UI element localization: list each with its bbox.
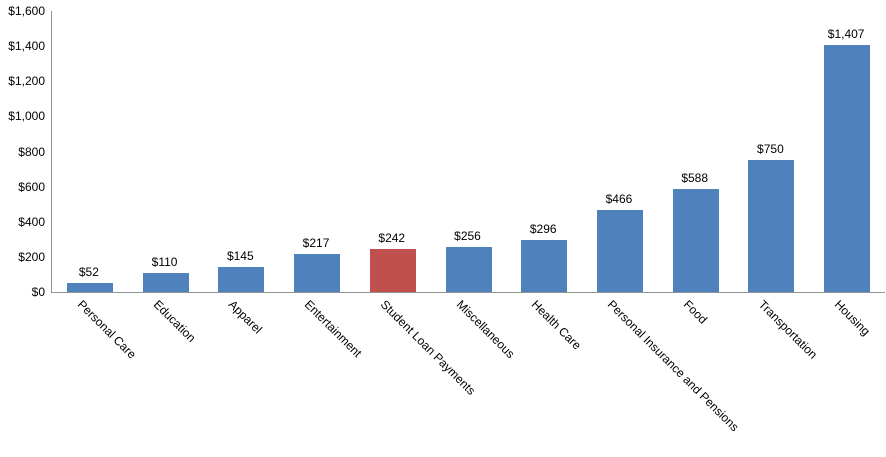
bar-entertainment [294,254,341,292]
x-axis-category-label: Miscellaneous [453,297,517,361]
x-axis-category-label: Personal Insurance and Pensions [604,297,742,435]
x-axis-category-label: Apparel [226,297,266,337]
x-axis-category-label: Housing [831,297,873,339]
bar-apparel [218,267,265,292]
bar-education [142,273,189,292]
bar-value-label: $52 [78,265,99,279]
bar-personal-care [66,283,113,292]
y-axis-tick-label: $0 [31,285,45,299]
bar-miscellaneous [445,247,492,292]
bar-food [672,189,719,292]
y-axis-tick-label: $1,400 [8,39,45,54]
bar-value-label: $110 [151,255,178,269]
x-axis-category-label: Health Care [529,297,585,353]
y-axis-tick-label: $1,000 [8,109,45,124]
bar-value-label: $217 [302,236,330,250]
x-axis-category-label: Personal Care [74,297,139,362]
y-axis-tick-label: $400 [18,214,45,229]
bar-student-loan-payments [369,249,416,292]
y-axis-tick-label: $600 [18,179,45,194]
x-axis-category-label: Entertainment [301,297,365,361]
bar-value-label: $588 [681,171,709,185]
bar-value-label: $145 [226,249,254,263]
bar-personal-insurance-and-pensions [596,210,643,292]
plot-area [51,11,885,293]
bar-value-label: $242 [378,231,406,245]
bar-transportation [748,160,795,292]
y-axis-tick-label: $1,200 [8,74,45,89]
y-axis-tick-label: $1,600 [8,4,45,18]
bar-value-label: $1,407 [827,27,865,41]
bar-value-label: $466 [605,192,633,206]
bar-value-label: $256 [454,229,481,243]
y-axis-tick-label: $200 [18,249,45,264]
x-axis-category-label: Education [150,297,199,345]
bar-value-label: $296 [529,222,557,236]
bar-value-label: $750 [757,142,784,156]
bar-health-care [521,240,568,292]
y-axis-tick-label: $800 [18,144,45,159]
bar-housing [824,45,871,292]
x-axis-category-label: Transportation [756,297,821,362]
x-axis-category-label: Food [680,297,710,327]
